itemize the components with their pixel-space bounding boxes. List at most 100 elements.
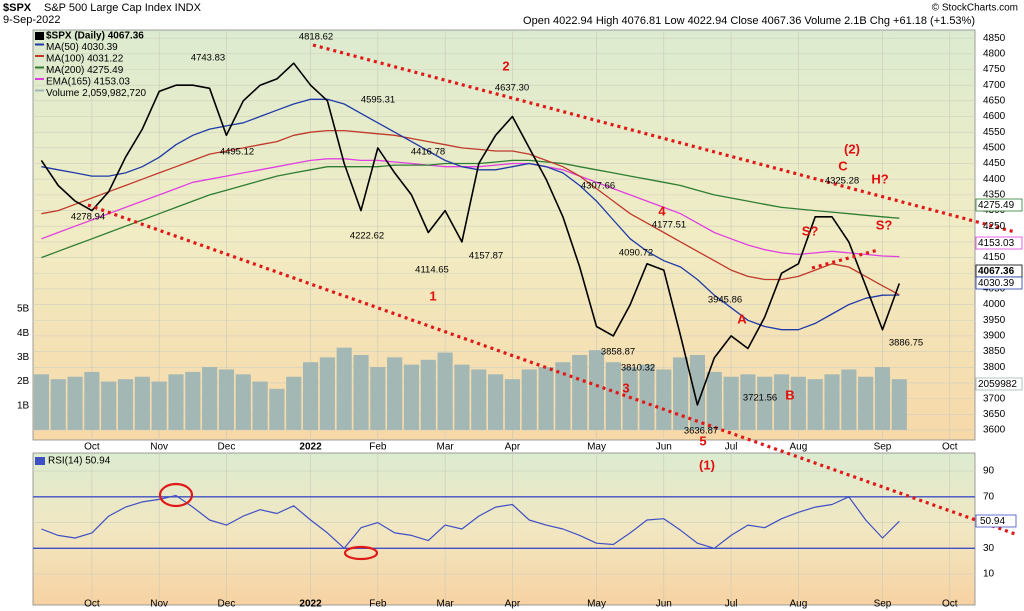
value-badge-label: 4153.03 [978,238,1015,249]
price-annotation: 3721.56 [743,393,777,404]
price-annotation: 4090.72 [619,248,653,259]
volume-bar [572,354,588,430]
x-tick-label: Nov [150,599,168,610]
x-tick-label: 2022 [299,442,322,453]
x-tick-label: Nov [150,442,168,453]
value-badge [975,377,1023,391]
volume-bar [151,381,167,430]
price-annotation: 4416.78 [411,147,445,158]
legend-label: Volume 2,059,982,720 [46,88,147,99]
rsi-title: RSI(14) 50.94 [48,456,111,467]
x-tick-label: Oct [942,442,958,453]
price-annotation: 4595.31 [361,95,395,106]
volume-bar [740,374,756,430]
price-annotation: 3945.86 [708,295,742,306]
volume-bar [84,371,100,430]
trend-line [811,248,879,270]
volume-bar [555,362,571,430]
y-tick-label: 4000 [983,299,1006,310]
rsi-panel [32,452,976,606]
legend-label: EMA(165) 4153.03 [46,77,130,88]
trend-line [312,43,1016,234]
wave-label: (2) [844,141,860,156]
volume-bar [706,371,722,430]
price-annotation: 4495.12 [220,147,254,158]
y-tick-label: 4350 [983,190,1006,201]
y-tick-label: 3600 [983,425,1006,436]
highlight-circle [158,482,194,508]
price-annotation: 3858.87 [601,347,635,358]
volume-bar [370,367,386,430]
volume-bar [252,381,268,430]
volume-bar [891,379,907,430]
volume-bar [420,359,436,430]
wave-label: 3 [622,380,629,395]
value-badge [975,276,1023,290]
volume-bar [353,354,369,430]
legend-label: MA(100) 4031.22 [46,54,124,65]
y2-tick-label: 4B [17,328,30,339]
price-annotation: 3886.75 [889,338,923,349]
date: 9-Sep-2022 [3,14,61,26]
x-tick-label: Oct [84,442,100,453]
volume-bar [538,367,554,430]
x-tick-label: Feb [369,599,387,610]
x-tick-label: Sep [874,599,892,610]
wave-label: S? [802,223,819,238]
x-tick-label: Jul [725,599,738,610]
price-annotation: 4325.28 [825,176,859,187]
legend-swatch [35,43,44,46]
y-tick-label: 30 [983,543,995,554]
x-tick-label: Jun [656,442,672,453]
value-badge [975,198,1023,212]
y-tick-label: 4500 [983,142,1006,153]
volume-bar [773,374,790,430]
price-annotation: 4157.87 [469,251,503,262]
x-tick-label: Aug [789,599,807,610]
wave-label: S? [876,217,893,232]
wave-label: A [737,311,747,326]
line [41,129,900,296]
y2-tick-label: 3B [17,352,30,363]
volume-bar [202,367,218,430]
volume-bar [50,379,66,430]
credit: © StockCharts.com [932,3,1018,14]
volume-bar [656,369,672,430]
volume-bar [807,379,823,430]
volume-bar [117,379,134,430]
y-tick-label: 4850 [983,33,1006,44]
legend-label: $SPX (Daily) 4067.36 [46,31,144,42]
volume-bar [824,374,840,430]
volume-bar [841,369,857,430]
line [41,494,900,549]
price-annotation: 4177.51 [652,220,686,231]
volume-bar [403,364,420,430]
y-tick-label: 4650 [983,95,1006,106]
value-badge [975,236,1023,250]
legend-swatch [35,78,44,80]
y2-tick-label: 2B [17,376,30,387]
wave-label: 1 [429,288,436,303]
x-tick-label: Oct [84,599,100,610]
price-annotation: 3636.87 [684,426,718,437]
y-tick-label: 10 [983,569,995,580]
x-tick-label: Dec [218,442,236,453]
y-tick-label: 3650 [983,409,1006,420]
x-tick-label: Jul [725,442,738,453]
y-tick-label: 4450 [983,158,1006,169]
volume-bar [471,369,487,430]
x-tick-label: 2022 [299,599,322,610]
volume-bar [521,369,537,430]
price-annotation: 4278.94 [71,212,105,223]
x-tick-label: Aug [789,442,807,453]
volume-bar [605,362,621,430]
price-annotation: 3810.32 [621,363,655,374]
wave-label: 5 [699,433,706,448]
price-annotation: 4743.83 [191,53,225,64]
price-annotation: 4818.62 [299,32,333,43]
x-tick-label: Mar [437,599,455,610]
index-name: S&P 500 Large Cap Index INDX [44,2,202,14]
wave-label: H? [871,171,888,186]
volume-bar [588,350,605,430]
